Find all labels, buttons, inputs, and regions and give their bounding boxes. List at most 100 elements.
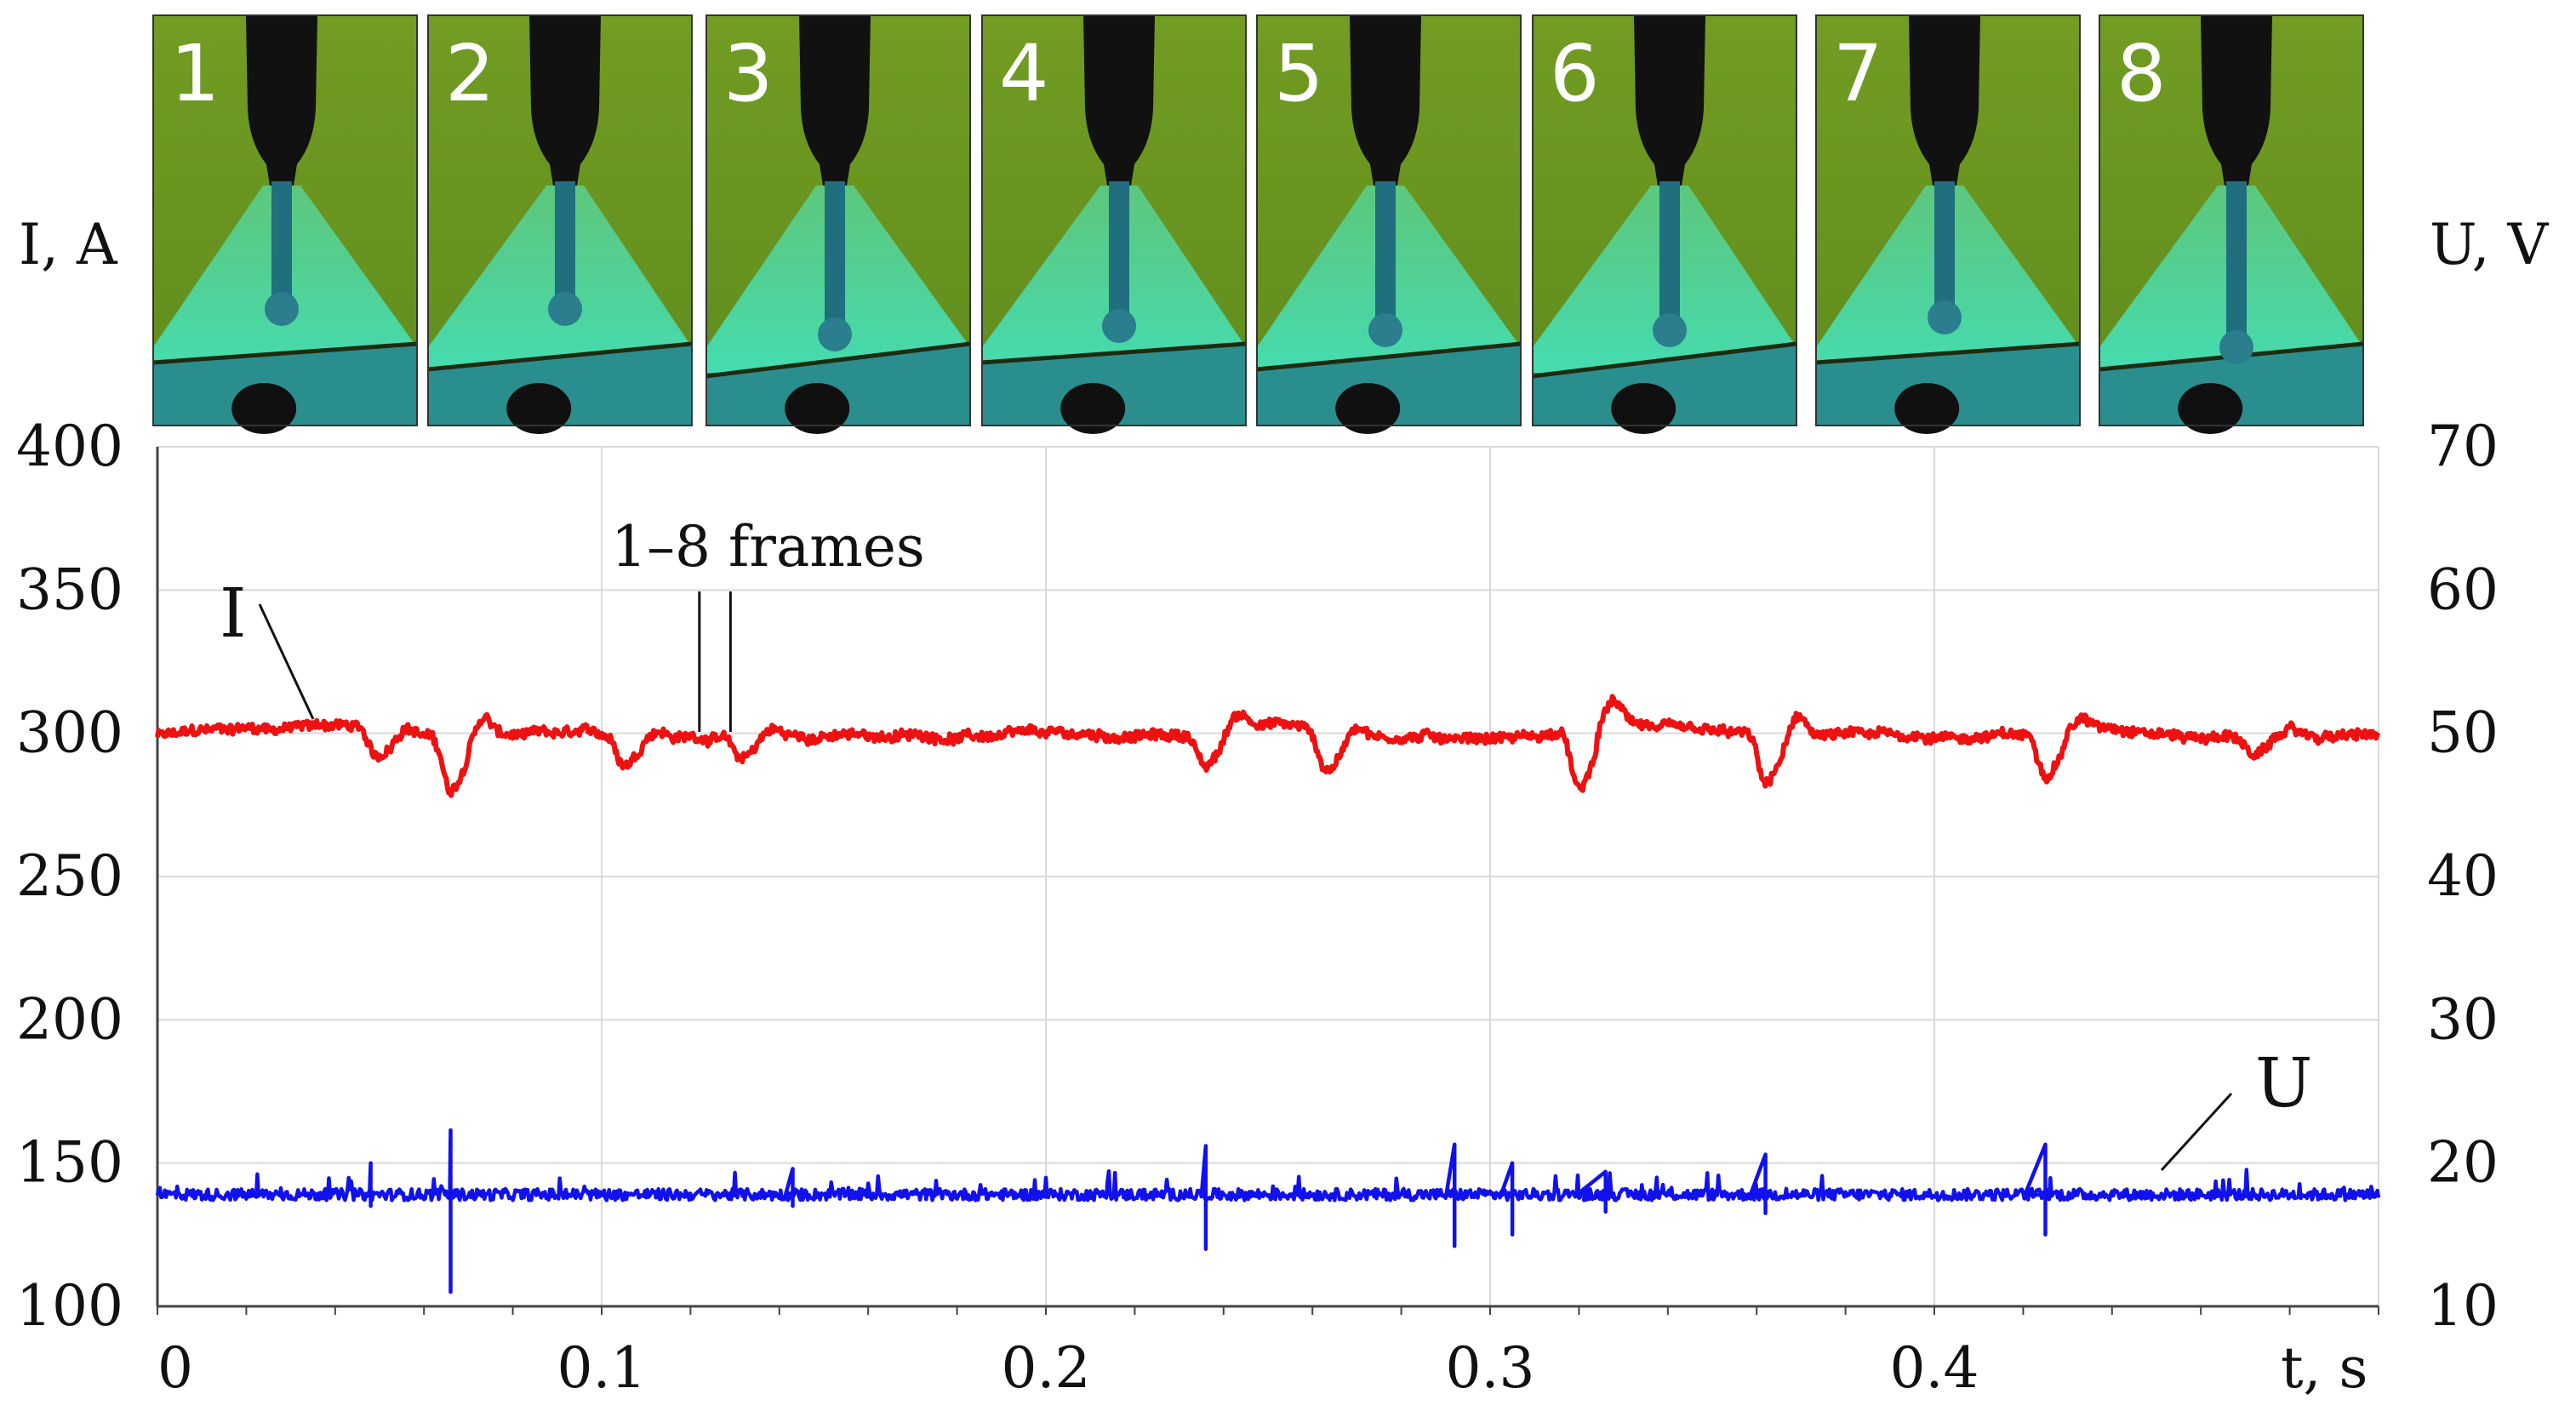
dark-spot [1335, 383, 1401, 434]
y-right-tick-label: 10 [2427, 1273, 2499, 1339]
electrode [529, 15, 601, 186]
electrode [1634, 15, 1705, 186]
metal-droplet [1928, 300, 1962, 334]
metal-droplet [818, 317, 852, 351]
y-left-tick-label: 400 [16, 414, 123, 479]
y-right-tick-label: 50 [2427, 700, 2499, 766]
y-right-tick-label: 70 [2427, 414, 2499, 479]
frame-number: 1 [170, 28, 220, 119]
plate-edge [152, 341, 418, 365]
weld-pool [1533, 344, 1796, 426]
frames-annotation-text: 1–8 frames [611, 514, 925, 580]
x-tick-labels: 0 0.1 0.2 0.3 0.4 [157, 1335, 1979, 1401]
electrode [1350, 15, 1421, 186]
plate-edge [705, 341, 971, 379]
metal-wire [555, 181, 575, 309]
video-frame-2: 2 [427, 14, 693, 434]
electrode [2201, 15, 2272, 186]
dark-spot [1611, 383, 1676, 434]
dark-spot [785, 383, 850, 434]
dark-spot [1060, 383, 1126, 434]
video-frame-8: 8 [2099, 14, 2364, 434]
dark-spot [1894, 383, 1960, 434]
x-tick-label: 0.4 [1890, 1335, 1979, 1401]
video-frame-4: 4 [981, 14, 1247, 434]
frame-border [1532, 14, 1797, 426]
plate-edge [1532, 341, 1797, 379]
y-left-tick-label: 150 [16, 1130, 123, 1196]
metal-wire [271, 181, 292, 309]
video-frames-strip: 1 2 3 4 5 6 7 8 [152, 14, 2364, 434]
plate-edge [1256, 341, 1522, 372]
dark-spot [2178, 383, 2243, 434]
annotations: 1–8 frames I U [220, 514, 2312, 1172]
electrode [246, 15, 317, 186]
video-frame-5: 5 [1256, 14, 1522, 434]
frame-number: 4 [999, 28, 1049, 119]
y-left-tick-label: 350 [16, 557, 123, 622]
weld-pool [706, 344, 970, 426]
series-line-u [155, 1128, 2381, 1294]
frame-number: 5 [1274, 28, 1324, 119]
y-left-tick-label: 300 [16, 700, 123, 766]
y-left-tick-labels: 100 150 200 250 300 350 400 [16, 414, 123, 1339]
dark-spot [506, 383, 572, 434]
frame-border [981, 14, 1247, 426]
frame-border [1256, 14, 1522, 426]
series-label-i: I [220, 574, 247, 653]
frame-number: 6 [1550, 28, 1600, 119]
frame-border [427, 14, 693, 426]
plate-edge [1815, 341, 2081, 365]
y-right-tick-labels: 10 20 30 40 50 60 70 [2427, 414, 2499, 1339]
x-tick-label: 0 [157, 1335, 193, 1401]
x-tick-label: 0.3 [1446, 1335, 1535, 1401]
frame-border [2099, 14, 2364, 426]
frame-border [152, 14, 418, 426]
metal-droplet [1653, 313, 1687, 347]
weld-pool [982, 344, 1246, 426]
x-axis-label: t, s [2281, 1335, 2368, 1401]
y-left-tick-label: 250 [16, 843, 123, 909]
x-tick-label: 0.2 [1002, 1335, 1091, 1401]
weld-pool [153, 344, 417, 426]
axes [156, 447, 2379, 1315]
y-right-tick-label: 40 [2427, 843, 2499, 909]
frame-number: 8 [2116, 28, 2167, 119]
electrode [799, 15, 871, 186]
dark-spot [231, 383, 297, 434]
y-right-tick-label: 60 [2427, 557, 2499, 622]
metal-droplet [265, 292, 299, 326]
video-frame-3: 3 [705, 14, 971, 434]
y-left-tick-label: 200 [16, 986, 123, 1052]
metal-wire [1934, 181, 1955, 317]
metal-wire [825, 181, 845, 334]
metal-wire [1659, 181, 1680, 330]
weld-pool [1816, 344, 2080, 426]
y-right-tick-label: 30 [2427, 986, 2499, 1052]
series-label-u-leader [2160, 1092, 2233, 1172]
plot-area: 0 0.1 0.2 0.3 0.4 100 150 200 250 300 350 400 10 20… [16, 414, 2499, 1401]
y-left-tick-label: 100 [16, 1273, 123, 1339]
y-left-axis-label: I, A [19, 212, 118, 277]
metal-droplet [548, 292, 582, 326]
metal-droplet [1368, 313, 1402, 347]
series-label-i-leader [258, 603, 315, 720]
metal-droplet [1102, 309, 1136, 343]
electrode [1083, 15, 1155, 186]
metal-wire [1375, 181, 1396, 330]
video-frame-1: 1 [152, 14, 418, 434]
series-lines [155, 694, 2381, 1294]
grid-lines [157, 446, 2379, 1306]
metal-wire [1109, 181, 1129, 326]
frame-border [705, 14, 971, 426]
metal-wire [2226, 181, 2247, 347]
x-tick-label: 0.1 [557, 1335, 647, 1401]
video-frame-6: 6 [1532, 14, 1797, 434]
video-frame-7: 7 [1815, 14, 2081, 434]
plate-edge [981, 341, 1247, 365]
frame-number: 2 [445, 28, 495, 119]
series-label-u: U [2255, 1043, 2312, 1122]
metal-droplet [2219, 330, 2253, 364]
y-right-tick-label: 20 [2427, 1130, 2499, 1196]
